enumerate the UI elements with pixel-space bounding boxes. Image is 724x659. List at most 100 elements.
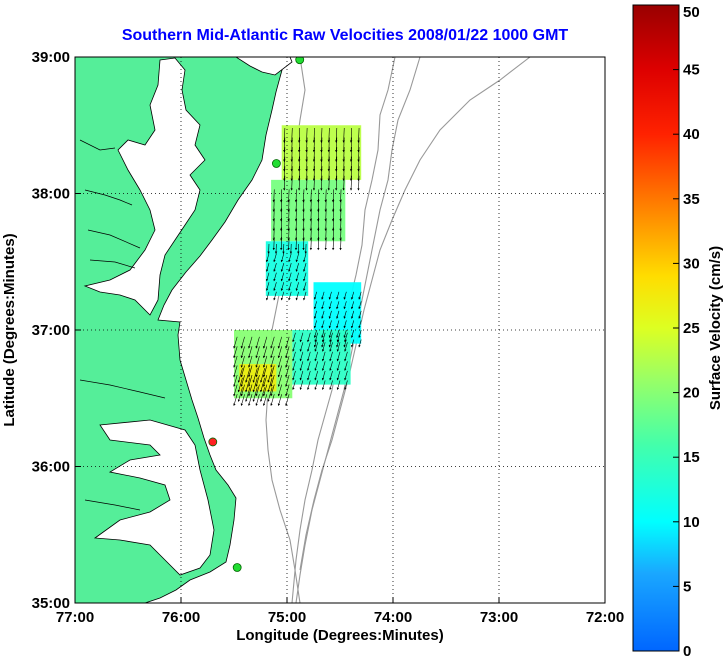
x-axis: 77:00 76:00 75:00 74:00 73:00 72:00 — [56, 597, 624, 626]
velocity-vector — [344, 380, 348, 391]
colorbar-tick-label: 20 — [683, 385, 700, 402]
colorbar-tick-label: 35 — [683, 191, 700, 208]
velocity-vector — [283, 166, 286, 182]
velocity-vector — [336, 329, 340, 338]
velocity-vector — [329, 351, 333, 362]
velocity-vector — [314, 332, 319, 343]
velocity-vector — [255, 346, 260, 359]
velocity-vector — [270, 336, 275, 349]
velocity-vector — [245, 368, 251, 383]
velocity-vector — [328, 329, 332, 338]
velocity-vector — [255, 336, 260, 349]
velocity-vector — [233, 374, 238, 387]
velocity-vector — [262, 384, 268, 397]
velocity-vector — [302, 189, 305, 203]
velocity-vector — [233, 365, 238, 378]
velocity-vector — [327, 147, 331, 162]
velocity-vector — [314, 342, 319, 352]
velocity-vector — [295, 263, 299, 272]
velocity-vector — [285, 336, 290, 349]
velocity-vector — [312, 175, 316, 191]
velocity-vector — [283, 156, 286, 172]
velocity-vector — [277, 336, 282, 349]
velocity-vector — [328, 320, 332, 329]
velocity-vector — [240, 394, 245, 406]
colorbar-tick-label: 40 — [683, 126, 700, 143]
velocity-vector — [336, 291, 340, 300]
velocity-vector — [312, 127, 316, 143]
velocity-vector — [265, 263, 270, 272]
velocity-vector — [342, 175, 345, 191]
velocity-vector — [344, 332, 348, 343]
velocity-vector — [252, 368, 258, 383]
velocity-vector — [344, 342, 348, 352]
velocity-vector — [327, 156, 331, 172]
velocity-vector — [285, 384, 290, 397]
velocity-vector — [292, 332, 296, 343]
velocity-vector — [314, 361, 319, 371]
velocity-vector — [283, 175, 286, 191]
velocity-vector — [344, 361, 348, 371]
velocity-vector — [248, 365, 253, 378]
velocity-vector — [292, 351, 296, 362]
velocity-vector — [288, 263, 292, 272]
velocity-vector — [357, 156, 360, 172]
velocity-vector — [336, 320, 340, 329]
velocity-vector — [351, 339, 355, 348]
velocity-vector — [297, 127, 301, 143]
velocity-vector — [351, 329, 355, 338]
velocity-vector — [248, 394, 253, 406]
velocity-vector — [336, 370, 341, 381]
velocity-vector — [285, 346, 290, 359]
velocity-vector — [320, 137, 323, 153]
station-marker-green — [295, 57, 305, 65]
velocity-vector — [233, 346, 238, 359]
velocity-vector — [290, 147, 293, 162]
velocity-vector — [267, 377, 273, 393]
velocity-vector — [307, 351, 311, 362]
velocity-vector — [314, 370, 319, 381]
river-lines — [79, 139, 166, 511]
velocity-vector — [329, 332, 333, 343]
velocity-vector — [280, 282, 285, 291]
velocity-vector — [283, 137, 286, 153]
velocity-vector — [297, 137, 301, 153]
velocity-vector — [321, 320, 325, 329]
velocity-vector — [329, 342, 333, 352]
velocity-patch-south-hotspot — [239, 364, 277, 392]
velocity-vector — [240, 374, 245, 387]
velocity-vector — [265, 282, 270, 291]
velocity-vector — [321, 329, 325, 338]
velocity-vector — [321, 380, 326, 391]
velocity-vector — [313, 320, 317, 329]
velocity-vector — [320, 156, 323, 172]
pamlico-sound — [93, 419, 215, 576]
velocity-patch-south-east — [292, 330, 351, 385]
velocity-vector — [280, 272, 285, 282]
velocity-vector — [343, 310, 347, 319]
x-tick-label: 74:00 — [374, 609, 412, 626]
velocity-vector — [273, 263, 277, 272]
velocity-vector — [320, 147, 323, 162]
velocity-vector — [233, 355, 238, 368]
velocity-vector — [321, 370, 326, 381]
velocity-vector — [357, 127, 360, 143]
velocity-vector — [327, 137, 331, 153]
velocity-vector — [327, 175, 331, 191]
y-tick-label: 38:00 — [32, 186, 70, 203]
velocity-vector — [307, 332, 311, 343]
station-marker-green — [271, 159, 281, 168]
velocity-vector — [305, 137, 308, 153]
velocity-vector — [339, 189, 342, 203]
velocity-vector — [292, 361, 296, 371]
velocity-vector — [329, 380, 333, 391]
colorbar — [632, 4, 680, 652]
velocity-vector — [314, 351, 319, 362]
velocity-vector — [305, 147, 308, 162]
velocity-vector — [290, 127, 293, 143]
velocity-vector — [328, 291, 332, 300]
chesapeake-bay — [83, 57, 206, 316]
velocity-vector — [335, 137, 338, 153]
velocity-vector — [329, 370, 333, 381]
colorbar-ticks: 0 5 10 15 20 25 30 35 40 45 50 — [673, 4, 700, 659]
